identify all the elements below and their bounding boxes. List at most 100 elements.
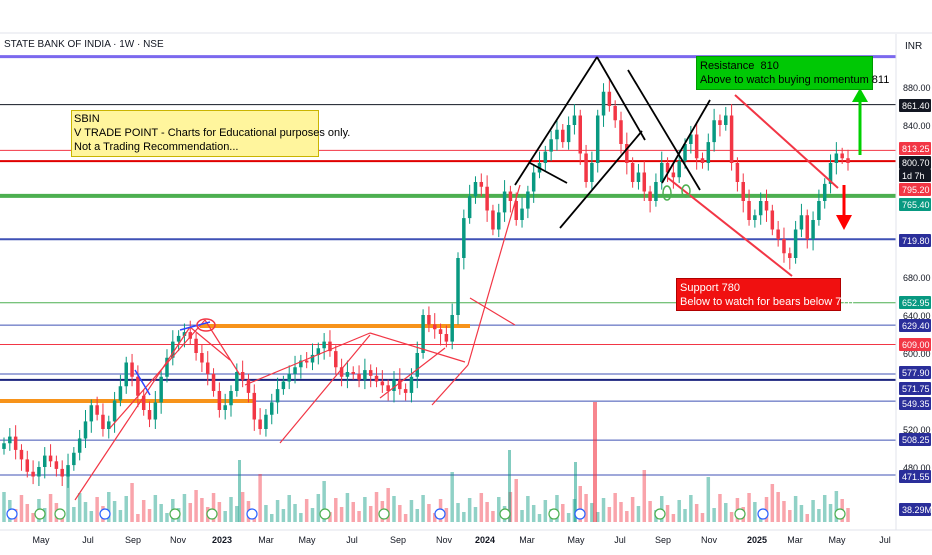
volume-bar [351, 502, 355, 522]
candle-body [584, 153, 588, 182]
x-tick-label: Jul [879, 535, 891, 545]
candle-body [72, 452, 76, 466]
chart-title: STATE BANK OF INDIA · 1W · NSE [4, 39, 164, 50]
candle-body [153, 402, 158, 420]
event-marker [34, 508, 46, 520]
price-label: 795.20 [902, 185, 930, 195]
candle-body [48, 455, 53, 462]
candle-body [357, 373, 361, 380]
candle-body [438, 329, 443, 334]
support-note-box[interactable]: Support 780 Below to watch for bears bel… [676, 278, 854, 311]
candle-body [822, 183, 827, 201]
volume-bar [485, 502, 489, 522]
x-tick-label: 2025 [747, 535, 767, 545]
candle-body [281, 381, 286, 390]
candle-body [479, 182, 484, 187]
candle-body [112, 400, 117, 422]
candle-body [182, 332, 187, 336]
candle-body [37, 467, 41, 477]
volume-bar [584, 494, 588, 522]
event-marker [499, 508, 511, 520]
candle-body [339, 367, 344, 377]
volume-bar [72, 507, 76, 522]
volume-bar [304, 499, 309, 522]
volume-bar [846, 508, 850, 522]
x-tick-label: Jul [82, 535, 94, 545]
volume-bar [136, 514, 140, 522]
candle-body [753, 215, 757, 220]
volume-bar [444, 508, 449, 522]
x-tick-label: Sep [125, 535, 141, 545]
volume-bar [665, 505, 670, 522]
x-tick-label: Jul [614, 535, 626, 545]
candle-body [217, 391, 222, 410]
volume-bar [531, 505, 536, 522]
price-label: 571.75 [902, 384, 930, 394]
x-tick-label: Nov [436, 535, 453, 545]
y-tick-label: 840.00 [903, 121, 931, 131]
y-tick-label: 480.00 [903, 463, 931, 473]
volume-bar [700, 513, 705, 522]
candle-body [415, 353, 420, 377]
candle-body [287, 373, 291, 382]
candle-body [467, 196, 472, 219]
volume-bar [677, 500, 681, 522]
candle-body [118, 386, 123, 401]
blue-line [179, 321, 211, 331]
candle-body [89, 405, 94, 422]
volume-bar [648, 501, 652, 522]
candle-body [275, 389, 280, 403]
volume-bar [683, 509, 687, 522]
x-tick-label: Sep [390, 535, 406, 545]
candle-body [351, 372, 355, 374]
candle-body [409, 376, 414, 393]
candle-body [671, 172, 676, 178]
info-line-1: SBIN [74, 113, 100, 125]
candle-body [683, 144, 687, 162]
info-line-3: Not a Trading Recommendation... [74, 141, 239, 153]
volume-bar [107, 492, 111, 522]
candle-body [741, 182, 745, 201]
volume-bar [805, 514, 810, 522]
candle-body [735, 163, 740, 182]
price-label: 652.95 [902, 298, 930, 308]
volume-bar [238, 460, 241, 522]
volume-bar [112, 501, 117, 522]
candle-body [473, 182, 478, 197]
resistance-note-box[interactable]: Resistance 810 Above to watch buying mom… [696, 56, 889, 90]
trend-line [469, 297, 516, 326]
volume-bar [31, 513, 35, 522]
info-note-box[interactable]: SBIN V TRADE POINT - Charts for Educatio… [71, 110, 350, 157]
volume-bar [229, 497, 233, 522]
volume-bar [281, 509, 286, 522]
candle-body [834, 153, 839, 163]
price-label-bg [899, 198, 931, 211]
volume-bar [817, 509, 821, 522]
candle-body [561, 129, 565, 143]
candle-body [107, 421, 111, 429]
volume-bar [299, 513, 303, 522]
volume-bar [782, 501, 786, 522]
candle-body [595, 115, 600, 163]
candle-body [374, 375, 379, 382]
event-marker [246, 508, 258, 520]
trend-line [279, 334, 371, 444]
y-tick-label: 680.00 [903, 273, 931, 283]
candle-body [531, 172, 536, 192]
candle-body [223, 405, 227, 410]
volume-bar [368, 506, 373, 522]
candle-body [252, 392, 257, 420]
trend-line [244, 332, 371, 386]
candle-body [659, 163, 664, 182]
v-line [559, 130, 643, 229]
candle-body [345, 372, 350, 377]
price-label-bg [899, 296, 931, 309]
v-line [627, 69, 701, 191]
volume-bar [363, 497, 367, 522]
volume-bar [776, 492, 780, 522]
volume-bar [508, 450, 511, 522]
volume-bar [2, 492, 6, 522]
volume-bar [357, 511, 361, 522]
